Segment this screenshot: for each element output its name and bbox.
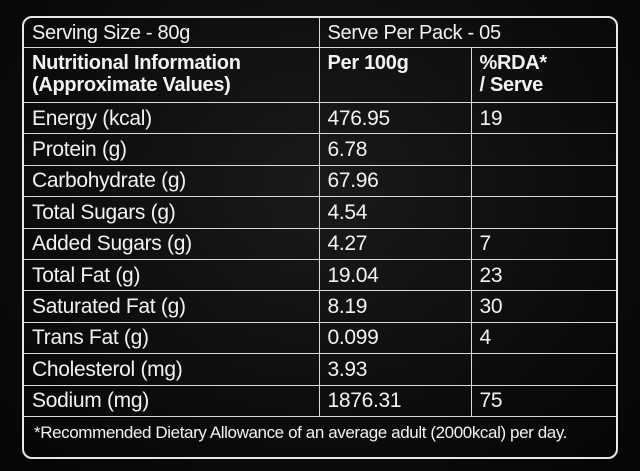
rda-header-line1: %RDA* [479,52,548,74]
rda-column-header: %RDA* / Serve [470,47,616,103]
serve-per-pack: Serve Per Pack - 05 [318,18,616,48]
nutrition-table: Serving Size - 80g Serve Per Pack - 05 N… [24,18,616,449]
rda-value: 23 [470,258,616,292]
table-row: Trans Fat (g) 0.099 4 [24,321,616,355]
nutrition-table-frame: Serving Size - 80g Serve Per Pack - 05 N… [22,16,618,459]
rda-value [470,353,616,386]
rda-value: 19 [470,101,616,135]
rda-value: 75 [470,384,616,417]
nutrient-header-line2: (Approximate Values) [32,74,231,96]
nutrient-name: Protein (g) [24,133,320,166]
nutrient-name: Carbohydrate (g) [24,164,320,198]
per100g-value: 19.04 [318,258,472,292]
rda-value [470,164,616,198]
rda-header-line2: / Serve [479,74,544,96]
per100g-value: 6.78 [318,133,472,166]
per100g-value: 1876.31 [318,384,472,417]
table-row: Total Sugars (g) 4.54 [24,196,616,229]
serving-size: Serving Size - 80g [24,18,320,48]
nutrient-column-header: Nutritional Information (Approximate Val… [24,47,320,103]
footnote-row: *Recommended Dietary Allowance of an ave… [24,415,616,449]
footnote: *Recommended Dietary Allowance of an ave… [24,415,616,449]
table-row: Saturated Fat (g) 8.19 30 [24,290,616,323]
nutrient-name: Total Sugars (g) [24,196,320,229]
rda-value: 4 [470,321,616,355]
per100g-value: 476.95 [318,101,472,135]
table-row: Added Sugars (g) 4.27 7 [24,227,616,260]
table-row: Total Fat (g) 19.04 23 [24,258,616,292]
per100g-value: 8.19 [318,290,472,323]
nutrient-header-line1: Nutritional Information [32,52,241,74]
rda-value: 30 [470,290,616,323]
table-row: Carbohydrate (g) 67.96 [24,164,616,198]
per100g-value: 67.96 [318,164,472,198]
per100g-value: 4.54 [318,196,472,229]
nutrient-name: Sodium (mg) [24,384,320,417]
nutrient-name: Added Sugars (g) [24,227,320,260]
table-row: Protein (g) 6.78 [24,133,616,166]
nutrient-name: Trans Fat (g) [24,321,320,355]
per100g-header: Per 100g [327,52,409,74]
nutrient-name: Saturated Fat (g) [24,290,320,323]
rda-value [470,196,616,229]
per100g-value: 0.099 [318,321,472,355]
rda-value: 7 [470,227,616,260]
column-header-row: Nutritional Information (Approximate Val… [24,47,616,103]
table-row: Sodium (mg) 1876.31 75 [24,384,616,417]
table-row: Cholesterol (mg) 3.93 [24,353,616,386]
nutrient-name: Cholesterol (mg) [24,353,320,386]
per100g-column-header: Per 100g [318,47,472,103]
nutrient-name: Total Fat (g) [24,258,320,292]
nutrient-name: Energy (kcal) [24,101,320,135]
table-row: Energy (kcal) 476.95 19 [24,101,616,135]
serving-row: Serving Size - 80g Serve Per Pack - 05 [24,18,616,48]
per100g-value: 3.93 [318,353,472,386]
rda-value [470,133,616,166]
per100g-value: 4.27 [318,227,472,260]
